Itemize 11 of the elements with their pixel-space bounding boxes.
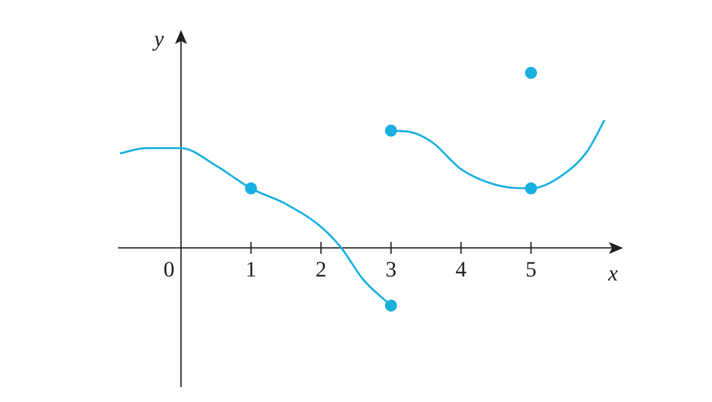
point (385, 124, 397, 137)
x-tick-label: 4 (456, 256, 466, 282)
point (385, 300, 397, 312)
x-tick-label: 5 (526, 256, 536, 282)
x-tick-label: 2 (316, 256, 326, 282)
x-axis-title: x (607, 260, 618, 286)
point (525, 66, 537, 79)
y-axis-title: y (152, 26, 164, 51)
x-tick-label: 1 (246, 256, 256, 282)
x-tick-label: 3 (386, 256, 396, 282)
x-tick-label: 0 (164, 256, 174, 282)
